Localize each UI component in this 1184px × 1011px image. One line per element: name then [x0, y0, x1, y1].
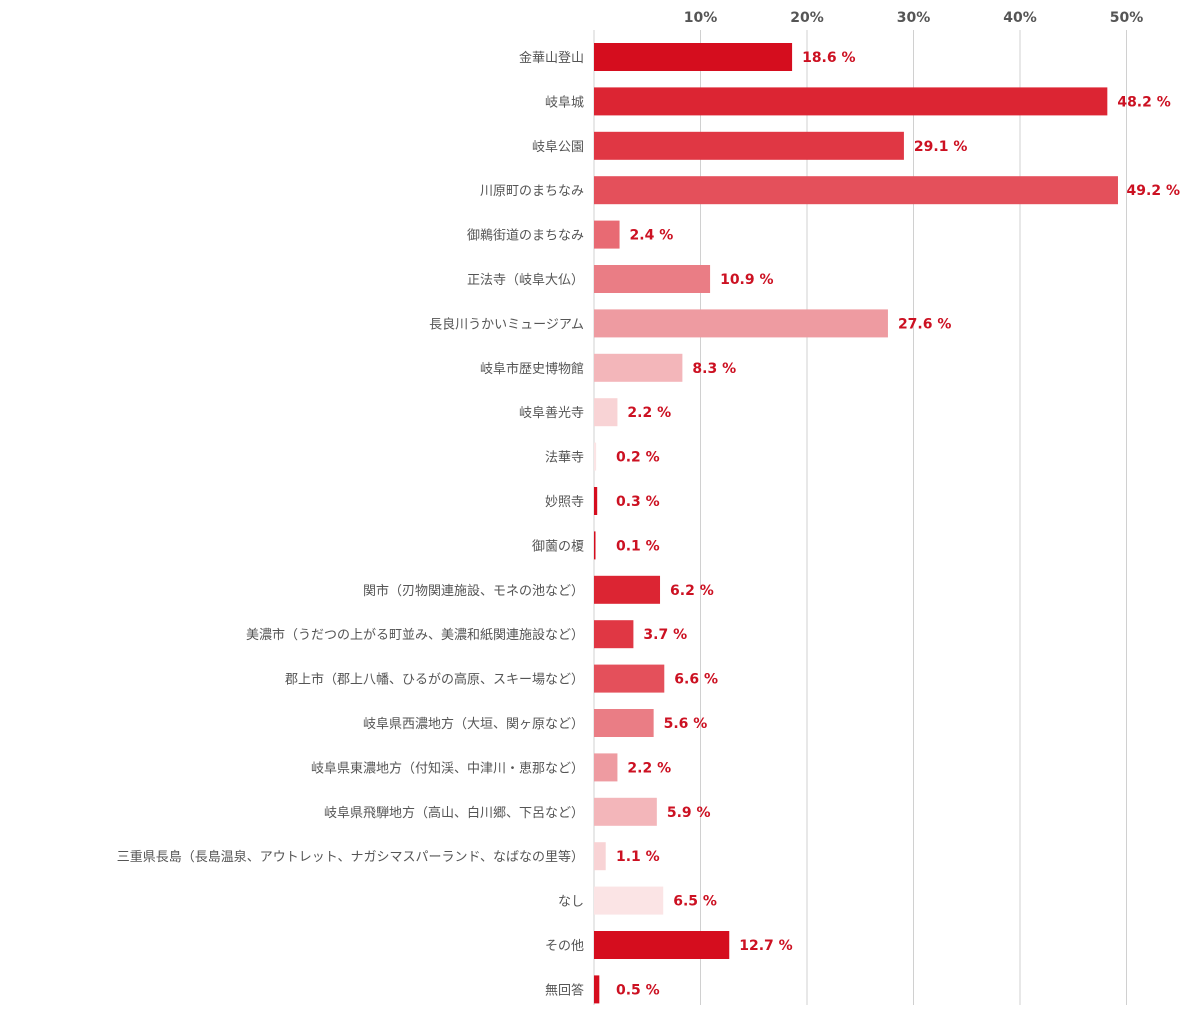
x-tick-label: 30%	[897, 10, 931, 26]
category-label: 岐阜市歴史博物館	[480, 361, 584, 377]
bar	[594, 753, 618, 782]
x-tick-label: 20%	[790, 10, 824, 26]
category-label: 御薗の榎	[532, 539, 584, 554]
value-label: 2.2 %	[627, 760, 671, 776]
value-label: 2.4 %	[630, 228, 674, 244]
value-label: 2.2 %	[627, 405, 671, 421]
value-label: 0.3 %	[616, 494, 660, 510]
value-label: 12.7 %	[739, 938, 792, 954]
bar	[594, 176, 1118, 205]
bar	[594, 842, 606, 871]
x-axis-ticks: 10% 20% 30% 40% 50%	[684, 10, 1144, 26]
bar	[594, 886, 664, 915]
value-label: 6.2 %	[670, 583, 714, 599]
category-label: 岐阜県西濃地方（大垣、関ヶ原など）	[363, 716, 584, 732]
category-label: 関市（刃物関連施設、モネの池など）	[363, 583, 584, 599]
value-label: 0.1 %	[616, 538, 660, 554]
value-label: 3.7 %	[643, 627, 687, 643]
category-label: 川原町のまちなみ	[480, 184, 584, 199]
bar	[594, 531, 596, 560]
category-label: 郡上市（郡上八幡、ひるがの高原、スキー場など）	[285, 672, 584, 688]
category-label: 金華山登山	[519, 50, 584, 66]
category-label: 長良川うかいミュージアム	[429, 316, 584, 332]
bar	[594, 87, 1108, 116]
category-label: 岐阜城	[545, 94, 584, 110]
value-label: 49.2 %	[1127, 183, 1180, 199]
category-label: 岐阜県飛騨地方（高山、白川郷、下呂など）	[324, 805, 584, 821]
bar	[594, 931, 730, 959]
value-label: 48.2 %	[1117, 94, 1170, 110]
value-label: 8.3 %	[692, 361, 736, 377]
value-labels: 18.6 % 48.2 % 29.1 % 49.2 % 2.4 % 10.9 % 27.6 …	[616, 50, 1180, 998]
bar	[594, 487, 598, 515]
category-label: 美濃市（うだつの上がる町並み、美濃和紙関連施設など）	[246, 627, 584, 643]
value-label: 27.6 %	[898, 316, 951, 332]
category-label: 三重県長島（長島温泉、アウトレット、ナガシマスパーランド、なばなの里等）	[117, 849, 584, 865]
bar	[594, 220, 620, 249]
value-label: 5.6 %	[664, 716, 708, 732]
category-label: 岐阜公園	[532, 139, 584, 155]
value-label: 6.5 %	[673, 894, 717, 910]
bar	[594, 975, 600, 1004]
category-label: その他	[545, 939, 584, 954]
bar	[594, 620, 634, 649]
value-label: 6.6 %	[674, 672, 718, 688]
bar	[594, 709, 654, 737]
bar	[594, 575, 661, 604]
bar	[594, 265, 711, 293]
bar	[594, 664, 665, 693]
bar	[594, 353, 683, 382]
category-label: 御鵜街道のまちなみ	[467, 229, 584, 244]
category-label: 無回答	[545, 982, 584, 998]
value-label: 5.9 %	[667, 805, 711, 821]
category-label: 法華寺	[545, 451, 584, 466]
bar	[594, 43, 793, 71]
bars	[594, 43, 1118, 1004]
value-label: 0.5 %	[616, 982, 660, 998]
value-label: 18.6 %	[802, 50, 855, 66]
value-label: 1.1 %	[616, 849, 660, 865]
value-label: 10.9 %	[720, 272, 773, 288]
bar	[594, 398, 618, 427]
x-tick-label: 10%	[684, 10, 718, 26]
x-tick-label: 50%	[1110, 10, 1144, 26]
category-label: 岐阜善光寺	[519, 405, 584, 421]
bar	[594, 797, 657, 826]
value-label: 29.1 %	[914, 139, 967, 155]
category-label: 正法寺（岐阜大仏）	[467, 272, 584, 288]
bar	[594, 131, 904, 160]
category-label: 妙照寺	[545, 495, 584, 510]
category-label: 岐阜県東濃地方（付知渓、中津川・恵那など）	[311, 760, 584, 776]
value-label: 0.2 %	[616, 450, 660, 466]
bar	[594, 309, 888, 338]
x-tick-label: 40%	[1003, 10, 1037, 26]
bar	[594, 442, 597, 471]
category-label: なし	[558, 895, 584, 910]
